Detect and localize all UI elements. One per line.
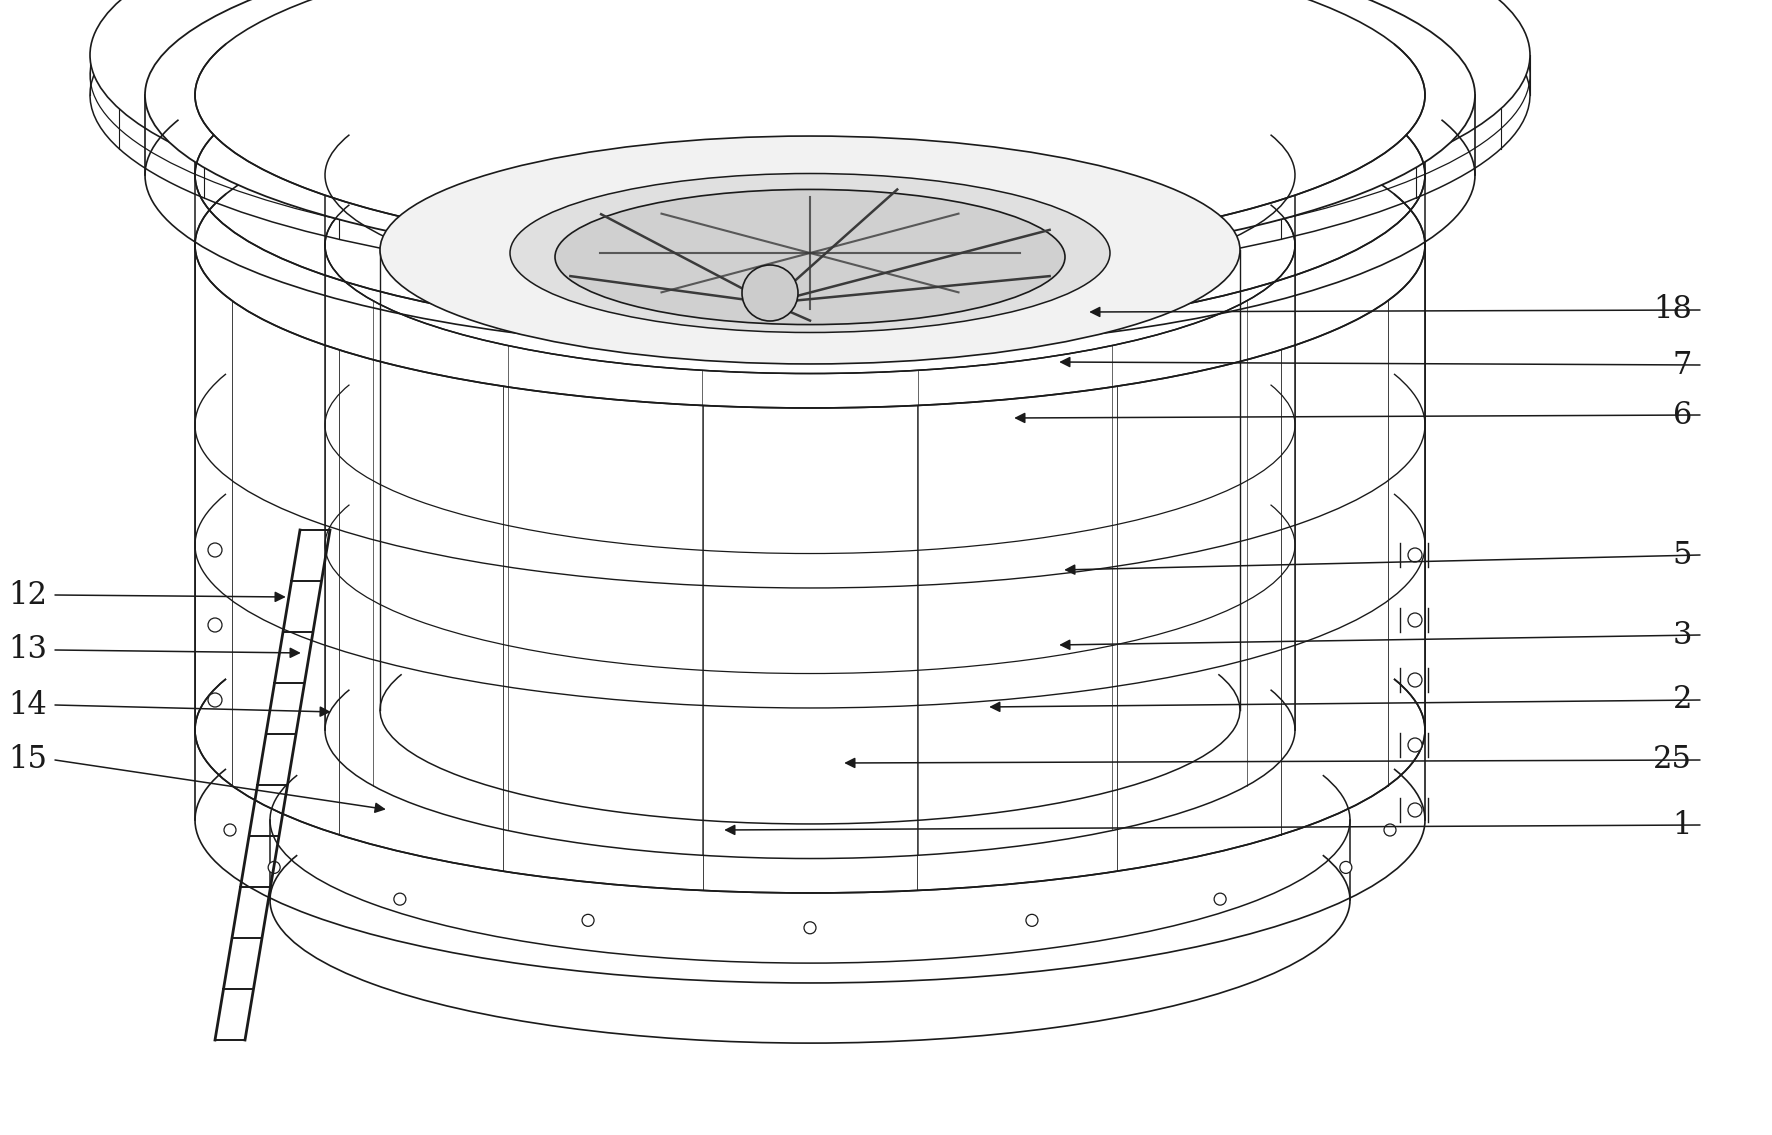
Circle shape [207, 543, 222, 557]
Ellipse shape [510, 174, 1109, 333]
Text: 14: 14 [9, 689, 48, 721]
Text: 12: 12 [9, 580, 48, 611]
Circle shape [1409, 613, 1421, 627]
Circle shape [1409, 738, 1421, 753]
Ellipse shape [195, 0, 1425, 258]
Circle shape [804, 922, 815, 934]
Text: 13: 13 [9, 634, 48, 665]
Circle shape [393, 893, 406, 905]
Circle shape [223, 824, 236, 836]
Ellipse shape [379, 136, 1240, 364]
Circle shape [1409, 548, 1421, 562]
Circle shape [742, 264, 797, 321]
Circle shape [1384, 824, 1396, 836]
Text: 3: 3 [1673, 620, 1692, 650]
Ellipse shape [145, 0, 1474, 271]
Circle shape [268, 861, 280, 874]
Circle shape [1409, 673, 1421, 687]
Circle shape [207, 693, 222, 707]
Circle shape [1409, 802, 1421, 817]
Circle shape [1026, 915, 1038, 926]
Text: 15: 15 [9, 745, 48, 775]
Text: 1: 1 [1673, 809, 1692, 841]
Circle shape [1340, 861, 1352, 874]
Text: 2: 2 [1673, 684, 1692, 715]
Ellipse shape [90, 0, 1529, 246]
Ellipse shape [195, 82, 1425, 407]
Text: 18: 18 [1653, 294, 1692, 326]
Circle shape [581, 915, 594, 926]
Text: 25: 25 [1653, 745, 1692, 775]
Circle shape [1214, 893, 1226, 905]
Text: 6: 6 [1673, 400, 1692, 430]
Text: 5: 5 [1673, 539, 1692, 571]
Circle shape [207, 617, 222, 632]
Ellipse shape [555, 190, 1065, 325]
Text: 7: 7 [1673, 350, 1692, 380]
